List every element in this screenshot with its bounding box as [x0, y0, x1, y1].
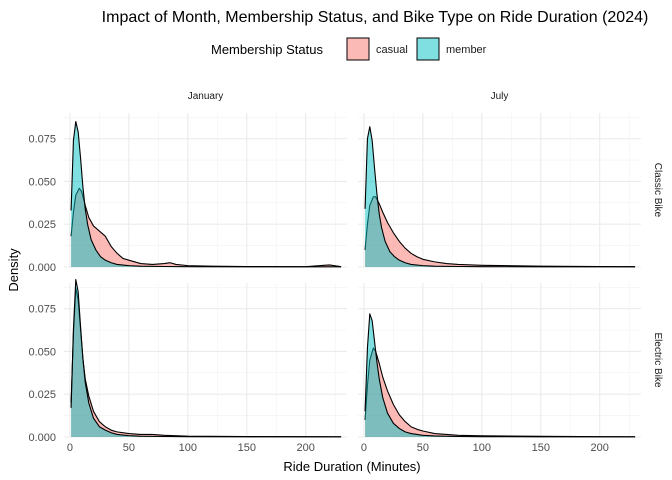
- density-area-casual: [365, 196, 636, 267]
- y-tick-label: 0.075: [28, 134, 56, 146]
- x-tick-label: 0: [67, 442, 73, 454]
- x-tick-label: 50: [417, 442, 429, 454]
- legend-label-casual: casual: [376, 44, 408, 56]
- x-tick-label: 150: [532, 442, 550, 454]
- x-axis-title: Ride Duration (Minutes): [283, 459, 420, 474]
- y-tick-label: 0.075: [28, 304, 56, 316]
- y-axis-title: Density: [6, 248, 21, 292]
- y-tick-label: 0.000: [28, 262, 56, 274]
- chart-title: Impact of Month, Membership Status, and …: [102, 9, 649, 26]
- density-line-member: [70, 121, 342, 268]
- grid: [64, 283, 347, 438]
- density-line-member: [364, 126, 636, 268]
- legend-key-casual: [346, 37, 370, 61]
- x-tick-label: 200: [591, 442, 609, 454]
- x-tick-label: 200: [297, 442, 315, 454]
- x-tick-label: 100: [473, 442, 491, 454]
- legend-title: Membership Status: [211, 42, 323, 57]
- strip-label-row: Electric Bike: [652, 332, 663, 387]
- panel-january-classic-bike: January 0.000 0.025 0.050 0.075: [28, 91, 347, 274]
- grid: [358, 283, 641, 438]
- panel-january-electric-bike: 0.000 0.025 0.050 0.075 0 50 100 150 200: [28, 279, 347, 454]
- density-area-casual: [71, 188, 342, 267]
- density-area-casual: [71, 288, 342, 437]
- density-area-member: [71, 121, 342, 267]
- density-area-member: [365, 126, 636, 267]
- legend-label-member: member: [446, 44, 487, 56]
- y-tick-label: 0.025: [28, 389, 56, 401]
- y-tick-label: 0.050: [28, 176, 56, 188]
- density-area-member: [71, 279, 342, 437]
- density-line-member: [70, 279, 342, 438]
- strip-label-column: January: [188, 91, 224, 102]
- density-area-casual: [365, 348, 636, 437]
- density-area-member: [365, 313, 636, 437]
- x-tick-label: 150: [238, 442, 256, 454]
- legend: Membership Status casual member: [211, 37, 487, 61]
- density-line-member: [364, 313, 636, 438]
- y-tick-label: 0.050: [28, 346, 56, 358]
- strip-label-column: July: [491, 91, 509, 102]
- panel-july-classic-bike: July Classic Bike: [358, 91, 663, 268]
- y-tick-label: 0.000: [28, 432, 56, 444]
- legend-key-member: [416, 37, 440, 61]
- panel-july-electric-bike: Electric Bike 0 50 100 150 200: [358, 283, 663, 454]
- x-tick-label: 50: [123, 442, 135, 454]
- x-tick-label: 100: [179, 442, 197, 454]
- y-tick-label: 0.025: [28, 219, 56, 231]
- strip-label-row: Classic Bike: [652, 163, 663, 218]
- density-line-casual: [70, 287, 342, 438]
- x-tick-label: 0: [361, 442, 367, 454]
